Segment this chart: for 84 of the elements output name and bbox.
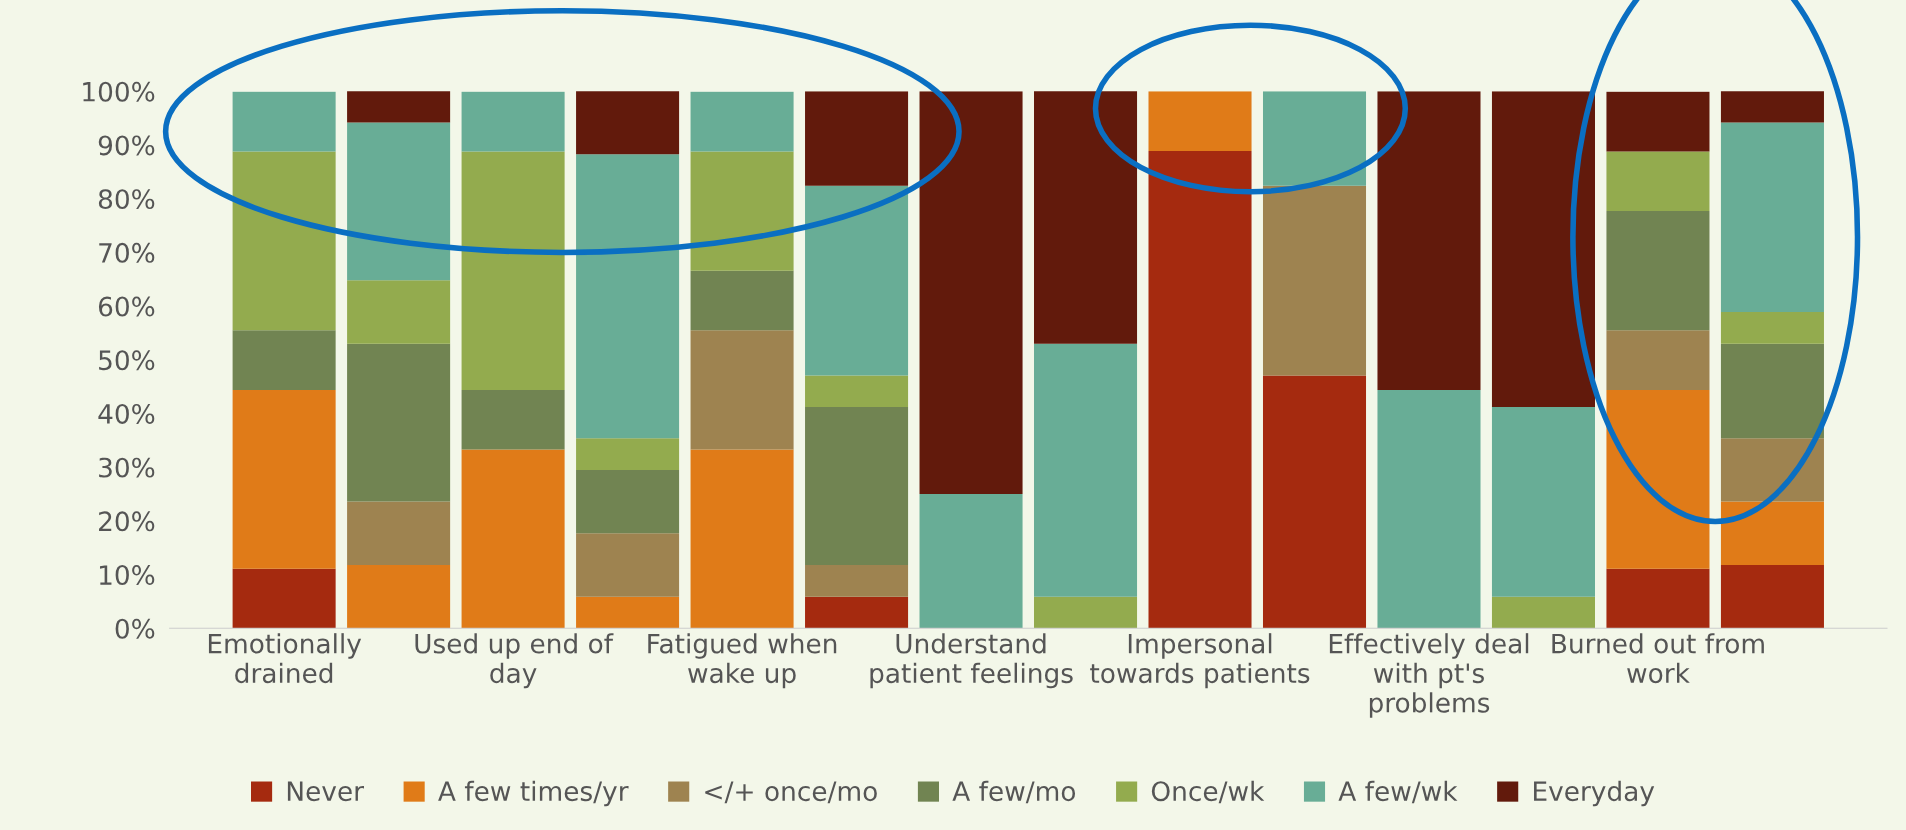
bar (461, 389, 565, 450)
legend-label: </+ once/mo (705, 781, 877, 804)
bar (1034, 91, 1138, 344)
y-tick-label: 80% (98, 189, 155, 210)
bar (232, 568, 336, 629)
bar (805, 596, 909, 629)
bar (576, 154, 680, 439)
bar (576, 91, 680, 155)
bar (232, 151, 336, 331)
bar (576, 533, 680, 597)
legend-label: Everyday (1534, 780, 1655, 807)
x-tick-label: Effectively deal with pt's problems (1329, 633, 1529, 718)
y-tick-label: 30% (99, 457, 155, 478)
bar (805, 564, 909, 597)
bar (576, 438, 680, 470)
bar (1606, 91, 1710, 152)
bar (1262, 375, 1367, 629)
legend-label: Never (287, 781, 364, 802)
x-tick-label: Fatigued when wake up (648, 633, 837, 689)
bar (232, 91, 336, 152)
y-tick-label: 90% (98, 135, 155, 156)
y-tick-label: 40% (98, 403, 155, 424)
bar (919, 494, 1023, 629)
bar (1262, 91, 1367, 186)
bar (1720, 501, 1824, 565)
y-tick-label: 70% (99, 242, 155, 263)
bar (690, 91, 794, 152)
x-tick-label: Understand patient feelings (870, 633, 1073, 689)
bar (347, 501, 451, 565)
bar (690, 449, 794, 629)
bar (347, 91, 451, 123)
y-tick-label: 10% (99, 565, 155, 586)
bar (232, 330, 336, 390)
legend-label: A few/mo (952, 780, 1076, 804)
bar (1034, 596, 1138, 629)
bar (805, 91, 909, 186)
y-tick-label: 100% (83, 81, 155, 102)
bar (461, 91, 565, 152)
bar (1606, 330, 1710, 390)
bar (1720, 343, 1824, 439)
bar (1720, 122, 1824, 313)
legend-label: A few/wk (1338, 780, 1458, 804)
bar (1606, 568, 1710, 629)
bar (1606, 389, 1710, 569)
bar (347, 343, 451, 502)
bar (690, 330, 794, 450)
bar (1034, 343, 1138, 597)
bar (805, 185, 909, 376)
x-tick-label: Emotionally drained (208, 633, 362, 684)
legend-label: A few times/yr (438, 780, 629, 807)
bar (1606, 151, 1710, 212)
y-tick-label: 0% (115, 618, 155, 639)
bar (690, 151, 794, 271)
bar (1377, 389, 1481, 629)
bar (1148, 91, 1252, 151)
bar (1491, 596, 1595, 629)
bar (461, 151, 565, 390)
bar (1720, 438, 1824, 502)
bar (347, 564, 451, 629)
bar (1606, 211, 1710, 331)
bar (1720, 564, 1824, 629)
x-tick-label: Used up end of day (415, 633, 614, 689)
bar (1148, 150, 1252, 629)
x-tick-label: Burned out from work (1552, 633, 1764, 684)
bar (1377, 91, 1481, 390)
bar (576, 596, 680, 629)
bar (1720, 312, 1824, 344)
legend-label: Once/wk (1151, 780, 1265, 804)
bar (1491, 91, 1595, 408)
bar (919, 91, 1023, 495)
bar (232, 389, 336, 569)
x-tick-label: Impersonal towards patients (1090, 633, 1310, 689)
bar (805, 407, 909, 565)
bar (805, 375, 909, 408)
bar (461, 449, 565, 629)
y-tick-label: 50% (99, 350, 155, 371)
bar (1720, 91, 1824, 123)
bar (347, 280, 451, 344)
bar (690, 270, 794, 331)
bar (347, 122, 451, 281)
bar (1491, 407, 1595, 597)
bar (576, 469, 680, 534)
y-tick-label: 60% (98, 296, 155, 317)
y-tick-label: 20% (99, 511, 155, 532)
